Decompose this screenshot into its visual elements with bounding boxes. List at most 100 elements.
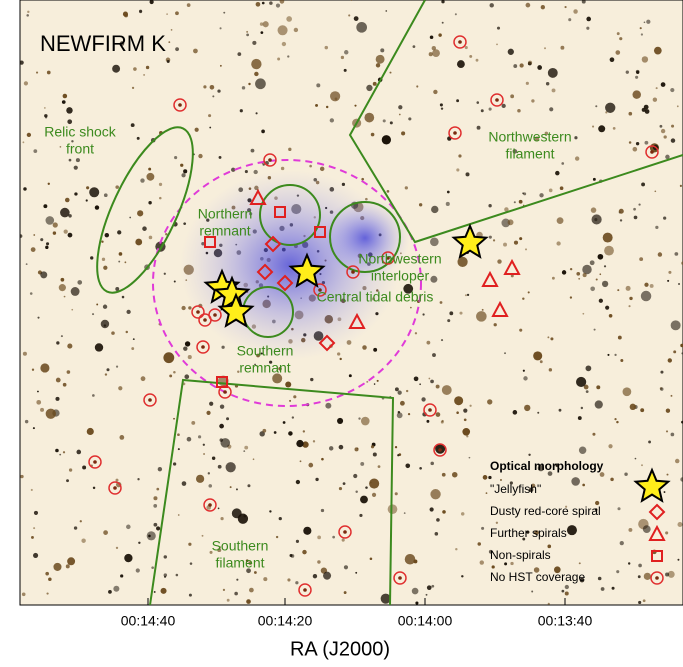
marker-dot xyxy=(93,460,97,464)
background-star xyxy=(45,572,49,576)
background-star xyxy=(628,305,630,307)
background-star xyxy=(373,82,377,86)
background-star xyxy=(638,564,642,568)
background-star xyxy=(173,418,175,420)
background-star xyxy=(671,433,675,437)
background-star xyxy=(313,440,315,442)
background-star xyxy=(43,204,47,208)
background-star xyxy=(175,47,179,51)
background-star xyxy=(140,178,144,182)
background-star xyxy=(465,294,467,296)
background-star xyxy=(282,42,286,46)
background-star xyxy=(226,417,229,420)
background-star xyxy=(660,387,663,390)
background-star xyxy=(209,402,213,406)
background-star xyxy=(156,526,160,530)
background-star xyxy=(64,229,68,233)
background-star xyxy=(124,261,126,263)
background-star xyxy=(607,354,609,356)
background-star xyxy=(32,369,34,371)
background-star xyxy=(614,354,616,356)
background-star xyxy=(173,462,176,465)
background-star xyxy=(385,10,387,12)
background-star xyxy=(415,602,418,605)
marker-dot xyxy=(196,310,200,314)
background-star xyxy=(528,291,530,293)
background-star xyxy=(503,243,507,247)
background-star xyxy=(496,43,498,45)
background-star xyxy=(430,276,437,283)
background-star xyxy=(36,400,41,405)
background-star xyxy=(308,463,313,468)
background-star xyxy=(341,56,344,59)
background-star xyxy=(531,591,533,593)
background-star xyxy=(638,601,641,604)
background-star xyxy=(148,201,151,204)
background-star xyxy=(620,541,624,545)
background-star xyxy=(504,352,506,354)
background-star xyxy=(422,313,424,315)
background-star xyxy=(208,114,211,117)
background-star xyxy=(547,336,549,338)
background-star xyxy=(493,239,495,241)
background-star xyxy=(608,444,612,448)
background-star xyxy=(122,296,125,299)
background-star xyxy=(22,141,24,143)
background-star xyxy=(27,11,29,13)
background-star xyxy=(583,273,587,277)
background-star xyxy=(141,376,146,381)
background-star xyxy=(555,171,559,175)
background-star xyxy=(416,85,418,87)
background-star xyxy=(373,453,377,457)
background-star xyxy=(117,230,121,234)
background-star xyxy=(598,254,604,260)
background-star xyxy=(66,479,69,482)
background-star xyxy=(277,58,280,61)
background-star xyxy=(102,258,105,261)
background-star xyxy=(166,13,168,15)
background-star xyxy=(33,234,35,236)
background-star xyxy=(519,63,523,67)
background-star xyxy=(635,76,638,79)
background-star xyxy=(644,21,646,23)
background-star xyxy=(596,385,600,389)
background-star xyxy=(483,475,488,480)
background-star xyxy=(641,464,643,466)
background-star xyxy=(397,454,399,456)
background-star xyxy=(557,217,564,224)
background-star xyxy=(185,341,190,346)
background-star xyxy=(189,594,192,597)
background-star xyxy=(248,83,250,85)
background-star xyxy=(285,381,291,387)
background-star xyxy=(677,105,679,107)
background-star xyxy=(427,585,432,590)
region-label: remnant xyxy=(239,360,290,376)
background-star xyxy=(118,386,122,390)
background-star xyxy=(302,550,306,554)
legend-label: Non-spirals xyxy=(490,548,551,562)
background-star xyxy=(464,418,467,421)
background-star xyxy=(23,352,27,356)
marker-dot xyxy=(148,398,152,402)
background-star xyxy=(560,46,564,50)
background-star xyxy=(289,400,291,402)
background-star xyxy=(220,438,230,448)
background-star xyxy=(678,283,680,285)
background-star xyxy=(354,105,356,107)
background-star xyxy=(95,343,103,351)
background-star xyxy=(133,67,137,71)
background-star xyxy=(603,233,613,243)
background-star xyxy=(323,572,331,580)
background-star xyxy=(53,222,58,227)
marker-dot xyxy=(178,103,182,107)
background-star xyxy=(191,421,195,425)
background-star xyxy=(234,592,238,596)
background-star xyxy=(610,478,613,481)
background-star xyxy=(380,48,384,52)
background-star xyxy=(463,409,467,413)
background-star xyxy=(533,351,542,360)
background-star xyxy=(653,98,657,102)
background-star xyxy=(263,21,269,27)
background-star xyxy=(131,347,134,350)
background-star xyxy=(680,185,682,187)
